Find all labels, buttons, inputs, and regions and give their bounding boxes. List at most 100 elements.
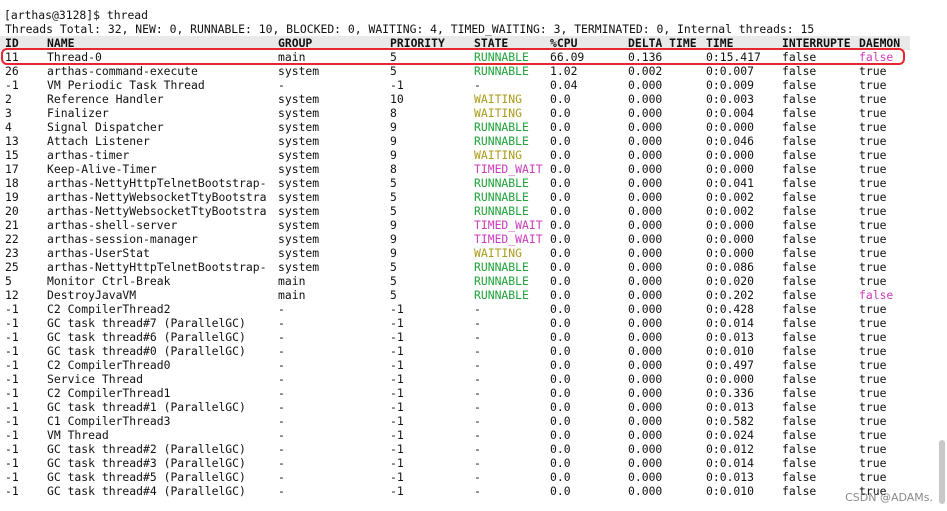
cell-priority: 9	[390, 246, 397, 260]
cell-daemon: true	[859, 414, 887, 428]
cell-delta-time: 0.000	[628, 204, 663, 218]
cell-priority: -1	[390, 372, 404, 386]
cell-delta-time: 0.000	[628, 260, 663, 274]
cell-interrupted: false	[782, 302, 817, 316]
cell-id: 12	[5, 288, 19, 302]
cell-priority: -1	[390, 316, 404, 330]
cell-id: -1	[5, 400, 19, 414]
cell-interrupted: false	[782, 148, 817, 162]
cell-priority: 5	[390, 190, 397, 204]
cell-id: -1	[5, 484, 19, 498]
cell-group: system	[278, 260, 320, 274]
cell-group: -	[278, 358, 285, 372]
cell-cpu: 1.02	[550, 64, 578, 78]
cell-group: main	[278, 288, 306, 302]
cell-daemon: true	[859, 134, 887, 148]
command-prompt: [arthas@3128]$ thread	[4, 8, 149, 22]
cell-cpu: 0.0	[550, 218, 571, 232]
cell-delta-time: 0.000	[628, 232, 663, 246]
cell-state: -	[474, 400, 481, 414]
cell-cpu: 0.0	[550, 274, 571, 288]
cell-id: 21	[5, 218, 19, 232]
cell-time: 0:0.428	[706, 302, 755, 316]
cell-priority: 9	[390, 218, 397, 232]
cell-interrupted: false	[782, 92, 817, 106]
cell-interrupted: false	[782, 358, 817, 372]
cell-delta-time: 0.000	[628, 428, 663, 442]
cell-delta-time: 0.000	[628, 344, 663, 358]
cell-name: arthas-NettyWebsocketTtyBootstra	[47, 204, 267, 218]
cell-time: 0:0.000	[706, 148, 755, 162]
cell-id: -1	[5, 316, 19, 330]
cell-priority: -1	[390, 344, 404, 358]
cell-priority: 5	[390, 64, 397, 78]
cell-daemon: true	[859, 92, 887, 106]
cell-state: WAITING	[474, 106, 523, 120]
cell-time: 0:0.046	[706, 134, 755, 148]
scrollbar[interactable]	[939, 0, 945, 511]
cell-name: GC task thread#5 (ParallelGC)	[47, 470, 246, 484]
cell-state: -	[474, 414, 481, 428]
cell-daemon: true	[859, 232, 887, 246]
cell-id: 26	[5, 64, 19, 78]
cell-interrupted: false	[782, 274, 817, 288]
cell-priority: 9	[390, 148, 397, 162]
cell-name: DestroyJavaVM	[47, 288, 137, 302]
cell-delta-time: 0.000	[628, 190, 663, 204]
cell-state: -	[474, 372, 481, 386]
cell-interrupted: false	[782, 134, 817, 148]
cell-name: GC task thread#2 (ParallelGC)	[47, 442, 246, 456]
cell-id: 18	[5, 176, 19, 190]
column-header-state: STATE	[474, 36, 509, 50]
cell-cpu: 0.0	[550, 302, 571, 316]
cell-interrupted: false	[782, 428, 817, 442]
cell-priority: 5	[390, 288, 397, 302]
cell-interrupted: false	[782, 50, 817, 64]
cell-time: 0:0.020	[706, 274, 755, 288]
cell-group: -	[278, 330, 285, 344]
cell-time: 0:0.013	[706, 330, 755, 344]
column-header-cpu: %CPU	[550, 36, 578, 50]
column-header-delta-time: DELTA_TIME	[628, 36, 697, 50]
cell-state: -	[474, 428, 481, 442]
cell-priority: 5	[390, 204, 397, 218]
cell-cpu: 0.0	[550, 176, 571, 190]
cell-name: VM Periodic Task Thread	[47, 78, 205, 92]
cell-group: -	[278, 442, 285, 456]
cell-time: 0:0.202	[706, 288, 755, 302]
cell-name: Finalizer	[47, 106, 109, 120]
cell-name: arthas-UserStat	[47, 246, 150, 260]
cell-priority: -1	[390, 470, 404, 484]
cell-group: main	[278, 274, 306, 288]
cell-time: 0:0.041	[706, 176, 755, 190]
cell-cpu: 66.09	[550, 50, 585, 64]
cell-time: 0:0.013	[706, 470, 755, 484]
cell-priority: -1	[390, 442, 404, 456]
cell-name: Monitor Ctrl-Break	[47, 274, 171, 288]
column-header-time: TIME	[706, 36, 734, 50]
cell-id: 17	[5, 162, 19, 176]
cell-delta-time: 0.000	[628, 148, 663, 162]
cell-state: RUNNABLE	[474, 134, 529, 148]
highlight-annotation	[1, 48, 905, 65]
scrollbar-thumb[interactable]	[939, 440, 945, 504]
cell-priority: -1	[390, 330, 404, 344]
cell-cpu: 0.0	[550, 246, 571, 260]
cell-time: 0:0.000	[706, 232, 755, 246]
cell-state: -	[474, 78, 481, 92]
cell-delta-time: 0.000	[628, 106, 663, 120]
cell-group: main	[278, 50, 306, 64]
cell-delta-time: 0.000	[628, 414, 663, 428]
cell-daemon: true	[859, 204, 887, 218]
cell-name: Service Thread	[47, 372, 144, 386]
cell-priority: 5	[390, 176, 397, 190]
cell-daemon: true	[859, 176, 887, 190]
cell-id: 4	[5, 120, 12, 134]
cell-state: TIMED_WAIT	[474, 218, 543, 232]
cell-id: -1	[5, 330, 19, 344]
cell-name: C1 CompilerThread3	[47, 414, 171, 428]
cell-delta-time: 0.000	[628, 358, 663, 372]
cell-time: 0:0.086	[706, 260, 755, 274]
cell-name: VM Thread	[47, 428, 109, 442]
